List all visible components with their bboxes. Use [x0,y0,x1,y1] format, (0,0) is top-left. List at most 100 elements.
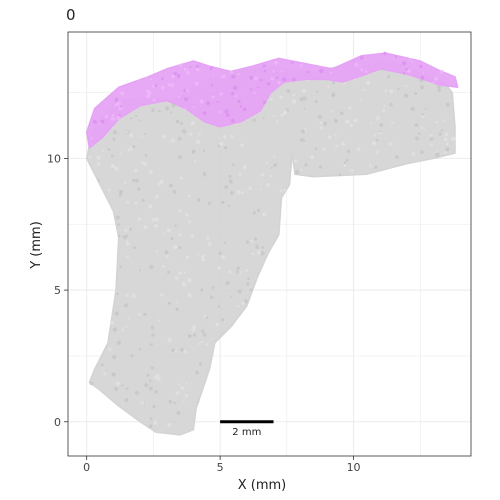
tissue-point [430,143,434,147]
highlighted-series [85,51,459,149]
highlighted-point [111,113,115,117]
tissue-point [368,164,372,167]
tissue-point [173,401,176,405]
tissue-point [273,155,276,158]
tissue-point [291,99,296,104]
tissue-point [437,85,441,89]
tissue-point [196,139,201,144]
tissue-point [124,303,129,308]
tissue-point [195,370,200,375]
tissue-point [176,410,181,415]
tissue-point [132,293,137,298]
highlighted-point [226,113,230,117]
tissue-point [201,254,205,258]
tissue-point [119,265,122,269]
tissue-point [320,121,324,125]
tissue-point [197,198,201,202]
tissue-point [169,183,173,188]
tissue-point [218,137,221,139]
highlighted-point [262,64,266,68]
tissue-point [124,398,129,403]
tissue-point [228,174,232,179]
highlighted-point [272,70,276,73]
tissue-point [114,387,119,391]
highlighted-point [270,77,274,81]
highlighted-point [186,89,189,92]
highlighted-point [90,137,93,140]
tissue-point [180,385,185,391]
tissue-point [345,158,349,162]
tissue-point [178,383,181,386]
tissue-point [126,200,130,204]
tissue-point [219,141,224,146]
tissue-point [260,173,264,177]
tissue-point [366,80,371,85]
tissue-point [295,170,300,175]
tissue-point [185,255,190,260]
tissue-point [303,107,306,110]
tissue-point [177,136,182,141]
highlighted-point [330,71,333,75]
tissue-point [341,141,345,146]
tissue-point [302,139,306,142]
tissue-point [160,293,164,297]
tissue-point [88,156,92,159]
tissue-point [334,119,338,123]
tissue-point [166,228,171,233]
tissue-point [237,289,242,294]
tissue-point [378,131,381,135]
highlighted-point [263,69,267,73]
tissue-point [445,142,449,146]
tissue-point [140,135,143,138]
highlighted-point [300,64,303,67]
highlighted-point [206,101,210,105]
tissue-point [255,243,258,246]
tissue-point [279,95,283,100]
tissue-point [144,154,148,157]
tissue-point [118,193,123,197]
highlighted-point [110,116,115,121]
tissue-point [112,327,117,332]
highlighted-point [402,61,407,66]
highlighted-point [408,58,412,61]
tissue-point [89,381,94,386]
highlighted-point [179,63,182,67]
tissue-point [203,315,206,318]
tissue-point [193,159,196,162]
tissue-point [221,318,225,322]
tissue-point [153,375,157,380]
tissue-point [184,394,188,398]
tissue-point [235,270,239,274]
tissue-point [228,179,233,184]
tissue-point [227,204,230,208]
tissue-point [389,89,394,94]
tissue-point [340,111,344,115]
tissue-point [444,132,449,137]
tissue-point [202,171,206,176]
tissue-point [182,399,185,402]
tissue-point [241,301,245,305]
tissue-point [171,348,175,352]
tissue-point [150,325,155,330]
tissue-point [133,246,136,250]
tissue-point [107,347,112,352]
tissue-point [319,126,323,130]
tissue-point [190,121,195,126]
tissue-point [424,107,427,110]
tissue-point [270,166,273,169]
tissue-point [328,135,332,140]
tissue-point [255,245,259,249]
tissue-point [223,241,226,244]
tissue-point [96,162,101,166]
highlighted-point [237,72,240,75]
tissue-point [150,366,154,370]
tissue-point [154,217,159,222]
tissue-point [116,340,121,345]
highlighted-point [249,75,254,80]
tissue-point [383,104,386,107]
tissue-point [122,235,127,240]
tissue-point [134,201,138,205]
highlighted-point [262,100,267,104]
tissue-point [395,155,399,159]
highlighted-point [402,72,406,75]
